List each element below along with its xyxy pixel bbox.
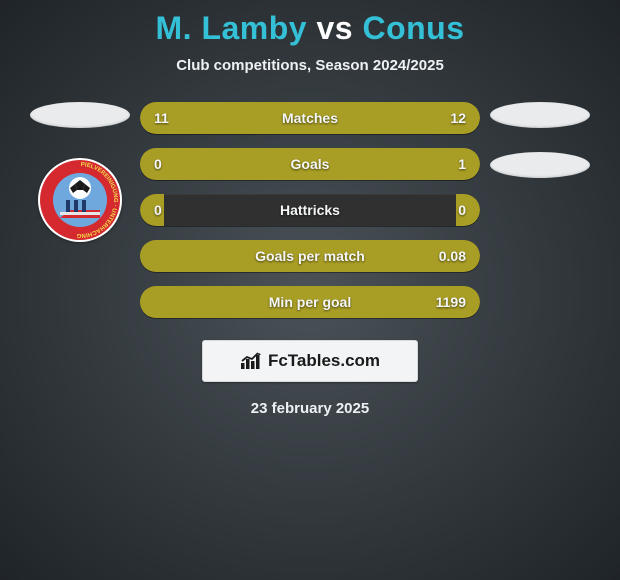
stat-label: Matches	[282, 110, 338, 126]
player1-club-crest: SPIELVEREINIGUNG · UNTERHACHING	[38, 158, 122, 242]
stat-value-left: 11	[154, 110, 169, 126]
stat-bar: Goals 0 1	[140, 148, 480, 180]
crest-svg: SPIELVEREINIGUNG · UNTERHACHING	[38, 158, 122, 242]
stat-bar: Hattricks 0 0	[140, 194, 480, 226]
brand-chart-icon	[240, 352, 262, 370]
page-title: M. Lamby vs Conus	[156, 10, 465, 47]
stat-label: Goals	[291, 156, 330, 172]
player2-placeholder-oval-2	[490, 152, 590, 178]
stat-label: Goals per match	[255, 248, 365, 264]
left-side-column: SPIELVEREINIGUNG · UNTERHACHING	[20, 102, 140, 318]
brand-text: FcTables.com	[268, 351, 380, 371]
vs-label: vs	[316, 10, 353, 46]
stat-bar: Matches 11 12	[140, 102, 480, 134]
stat-bars: Matches 11 12 Goals 0 1 Hattricks 0 0 Goals per m…	[140, 102, 480, 318]
stat-bar: Min per goal 1199	[140, 286, 480, 318]
stat-value-left: 0	[154, 202, 162, 218]
comparison-area: SPIELVEREINIGUNG · UNTERHACHING Matches 1…	[0, 102, 620, 318]
stat-value-right: 0	[458, 202, 466, 218]
stat-value-right: 0.08	[439, 248, 466, 264]
date-caption: 23 february 2025	[251, 400, 369, 417]
right-side-column	[480, 102, 600, 318]
stat-bar: Goals per match 0.08	[140, 240, 480, 272]
stat-label: Min per goal	[269, 294, 351, 310]
brand-badge: FcTables.com	[202, 340, 418, 382]
stat-value-right: 1	[458, 156, 466, 172]
stat-value-left: 0	[154, 156, 162, 172]
player1-name: M. Lamby	[156, 10, 308, 46]
player1-placeholder-oval	[30, 102, 130, 128]
player2-name: Conus	[362, 10, 464, 46]
subtitle: Club competitions, Season 2024/2025	[176, 57, 444, 74]
stat-value-right: 12	[450, 110, 466, 126]
stat-value-right: 1199	[436, 294, 466, 310]
stat-label: Hattricks	[280, 202, 340, 218]
player2-placeholder-oval-1	[490, 102, 590, 128]
